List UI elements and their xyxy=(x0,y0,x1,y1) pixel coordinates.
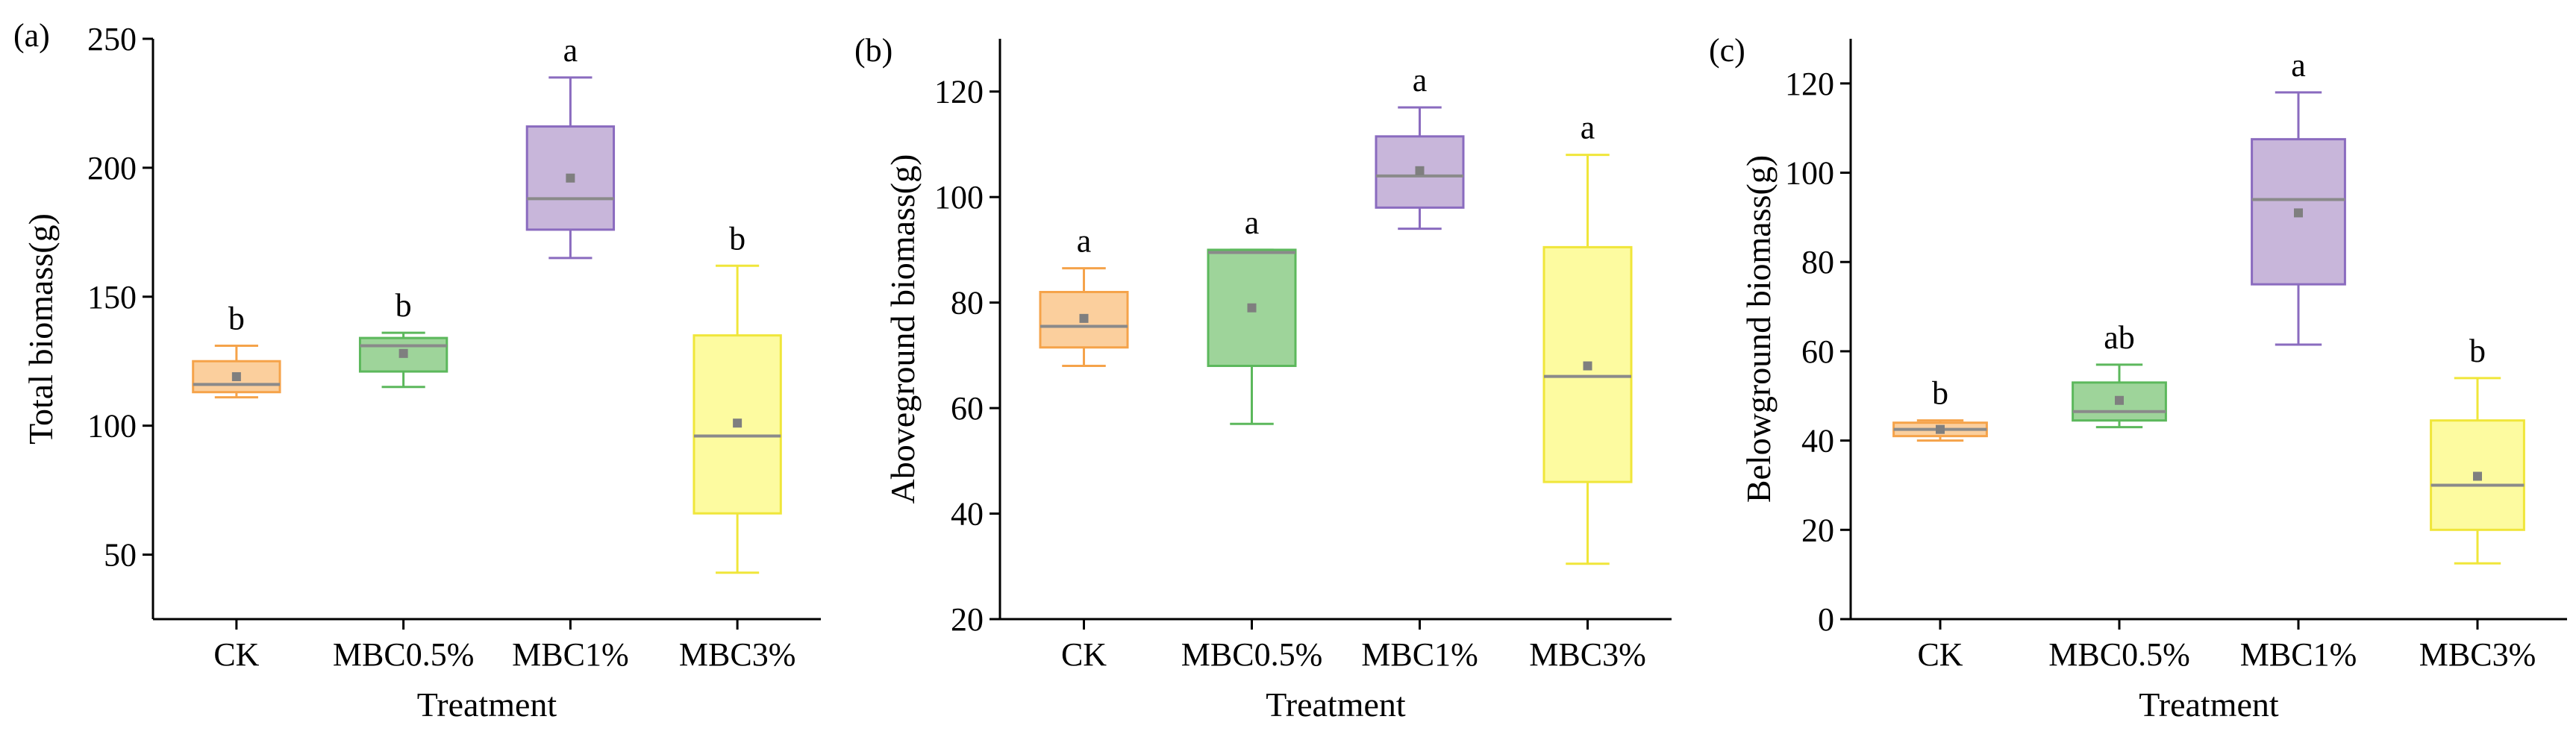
mean-marker xyxy=(231,371,241,381)
mean-marker xyxy=(1079,313,1089,323)
y-axis-title: Total biomass(g) xyxy=(22,213,60,445)
x-tick-label: MBC0.5% xyxy=(2048,636,2189,673)
y-tick-label: 60 xyxy=(951,390,984,427)
box-ck: b xyxy=(1892,375,1988,442)
y-tick-label: 0 xyxy=(1818,601,1834,638)
panel-label: (a) xyxy=(13,17,50,54)
x-tick-label: CK xyxy=(1917,636,1963,673)
panel-label: (c) xyxy=(1709,32,1745,69)
y-tick-label: 60 xyxy=(1801,333,1834,370)
mean-marker xyxy=(2115,395,2124,405)
significance-letter: b xyxy=(228,300,245,336)
significance-letter: ab xyxy=(2104,319,2135,356)
mean-marker xyxy=(1936,424,1945,434)
y-tick-label: 80 xyxy=(1801,244,1834,280)
x-tick-label: MBC3% xyxy=(1529,636,1645,673)
y-tick-label: 80 xyxy=(951,285,984,321)
y-tick-label: 120 xyxy=(934,74,984,110)
panel-c: 0 20 40 60 80 100 120 CK MBC0.5% MBC1% MBC3% Treatm… xyxy=(1709,32,2567,724)
mean-marker xyxy=(1583,361,1592,371)
significance-letter: a xyxy=(1581,110,1595,146)
box-mbc1-: a xyxy=(1375,62,1465,230)
mean-marker xyxy=(733,418,743,428)
box-mbc0-5-: a xyxy=(1207,204,1297,425)
significance-letter: b xyxy=(1932,375,1948,412)
x-tick-label: CK xyxy=(213,636,259,673)
y-tick-label: 40 xyxy=(1801,423,1834,459)
significance-letter: b xyxy=(2469,333,2486,369)
box-ck: b xyxy=(192,300,281,399)
y-axis-title: Belowground biomass(g) xyxy=(1739,155,1778,503)
x-tick-label: MBC3% xyxy=(679,636,795,673)
mean-marker xyxy=(1247,303,1257,313)
box-mbc3-: b xyxy=(2430,333,2525,565)
y-tick-label: 120 xyxy=(1785,66,1834,102)
x-axis-title: Treatment xyxy=(2139,686,2279,724)
mean-marker xyxy=(398,348,408,358)
y-tick-label: 250 xyxy=(87,21,137,57)
y-tick-label: 50 xyxy=(104,537,137,574)
y-tick-label: 100 xyxy=(934,179,984,216)
box-mbc3-: a xyxy=(1542,110,1633,565)
y-tick-label: 100 xyxy=(1785,155,1834,192)
significance-letter: a xyxy=(1413,62,1428,98)
box-mbc3-: b xyxy=(693,220,782,574)
panel-a: 50 100 150 200 250 CK MBC0.5% MBC1% MBC3% Treatme… xyxy=(13,17,821,724)
panel-label: (b) xyxy=(854,32,892,69)
significance-letter: a xyxy=(1077,223,1092,260)
x-tick-label: MBC3% xyxy=(2419,636,2536,673)
y-tick-label: 100 xyxy=(87,408,137,445)
x-tick-label: MBC1% xyxy=(512,636,628,673)
significance-letter: a xyxy=(563,32,578,69)
y-tick-label: 200 xyxy=(87,150,137,186)
x-axis-title: Treatment xyxy=(417,686,557,724)
y-tick-label: 20 xyxy=(951,601,984,638)
x-tick-label: MBC0.5% xyxy=(333,636,474,673)
y-tick-label: 150 xyxy=(87,279,137,316)
mean-marker xyxy=(566,173,575,183)
y-tick-label: 20 xyxy=(1801,512,1834,548)
significance-letter: a xyxy=(1245,204,1260,241)
box-mbc1-: a xyxy=(2251,47,2346,346)
x-tick-label: MBC0.5% xyxy=(1181,636,1322,673)
significance-letter: a xyxy=(2291,47,2306,84)
iqr-box xyxy=(1207,248,1297,368)
y-tick-label: 40 xyxy=(951,496,984,533)
mean-marker xyxy=(1415,166,1425,175)
mean-marker xyxy=(2294,208,2303,218)
y-axis-title: Aboveground biomass(g) xyxy=(884,154,922,504)
significance-letter: b xyxy=(729,220,745,257)
x-axis-title: Treatment xyxy=(1266,686,1406,724)
box-mbc1-: a xyxy=(525,32,616,260)
panel-b: 20 40 60 80 100 120 CK MBC0.5% MBC1% MBC3% Treatme… xyxy=(854,32,1672,724)
x-tick-label: MBC1% xyxy=(1361,636,1478,673)
significance-letter: b xyxy=(396,287,412,324)
iqr-box xyxy=(1039,290,1129,349)
mean-marker xyxy=(2473,471,2482,481)
box-mbc0-5-: ab xyxy=(2072,319,2167,429)
x-tick-label: MBC1% xyxy=(2240,636,2357,673)
box-ck: a xyxy=(1039,223,1129,368)
x-tick-label: CK xyxy=(1061,636,1107,673)
box-mbc0-5-: b xyxy=(358,287,448,389)
